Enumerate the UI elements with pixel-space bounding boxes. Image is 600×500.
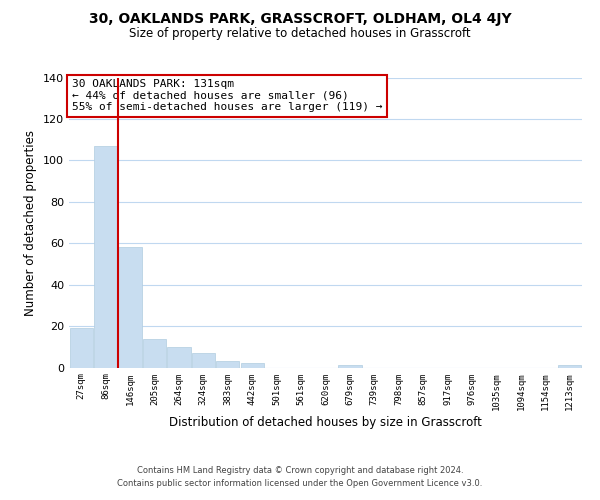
Bar <box>216 362 239 368</box>
Bar <box>118 248 142 368</box>
Text: Contains HM Land Registry data © Crown copyright and database right 2024.
Contai: Contains HM Land Registry data © Crown c… <box>118 466 482 487</box>
X-axis label: Distribution of detached houses by size in Grasscroft: Distribution of detached houses by size … <box>169 416 482 428</box>
Bar <box>558 366 581 368</box>
Text: 30, OAKLANDS PARK, GRASSCROFT, OLDHAM, OL4 4JY: 30, OAKLANDS PARK, GRASSCROFT, OLDHAM, O… <box>89 12 511 26</box>
Bar <box>241 364 264 368</box>
Text: 30 OAKLANDS PARK: 131sqm
← 44% of detached houses are smaller (96)
55% of semi-d: 30 OAKLANDS PARK: 131sqm ← 44% of detach… <box>71 79 382 112</box>
Bar <box>167 347 191 368</box>
Text: Size of property relative to detached houses in Grasscroft: Size of property relative to detached ho… <box>129 28 471 40</box>
Bar <box>94 146 117 368</box>
Bar <box>338 366 362 368</box>
Bar <box>192 353 215 368</box>
Bar <box>70 328 93 368</box>
Y-axis label: Number of detached properties: Number of detached properties <box>25 130 37 316</box>
Bar <box>143 338 166 368</box>
